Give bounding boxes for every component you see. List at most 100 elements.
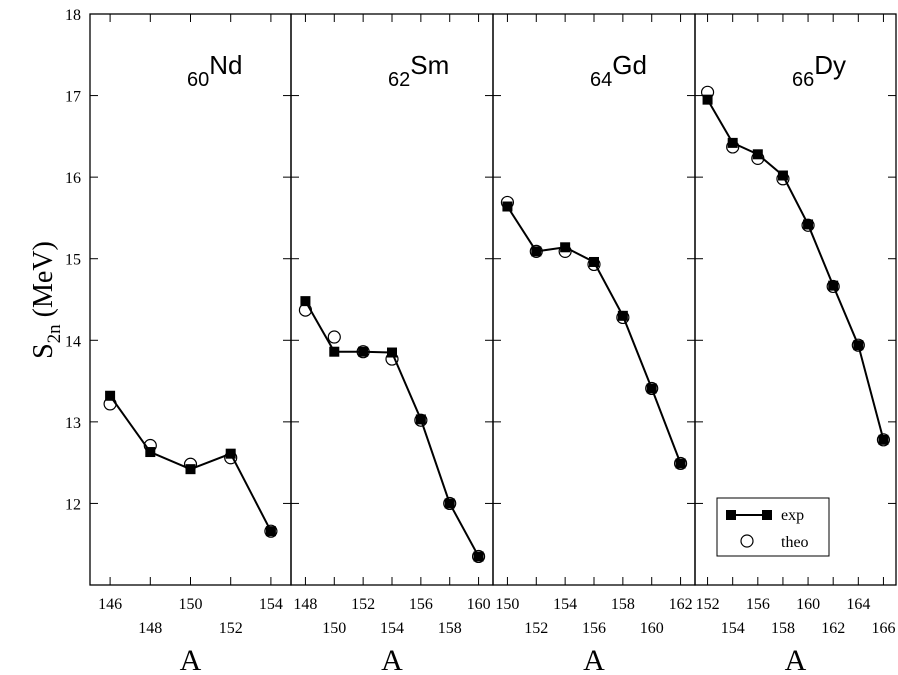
x-tick-label: 152 [351,596,375,613]
legend-theo-marker [740,534,754,548]
theo-point [673,456,688,471]
exp-point [878,434,889,445]
x-tick-label: 148 [138,620,162,637]
panel-frame [694,13,897,586]
panel-frame [492,13,696,586]
legend-box [716,497,830,557]
theo-point [851,338,865,352]
element-label-sub: 64 [590,69,612,91]
y-tick-label: 17 [65,89,81,106]
x-tick-label: 148 [293,596,317,613]
element-label: 62Sm [388,50,449,91]
theo-point [700,85,715,99]
x-tick-label: 154 [380,620,404,637]
exp-point [358,346,369,357]
x-tick-label: 160 [640,620,664,637]
panel-dy: 152 156 160 164 154 158 162 166 A 66Dy [694,13,897,675]
theo-point [645,381,659,396]
element-label-symbol: Nd [209,50,242,80]
panel-nd: 12 13 14 15 16 17 18 146 150 154 148 152 A 60Nd [65,7,292,675]
y-axis-title-unit: (MeV) [28,241,59,324]
exp-point [329,346,340,357]
x-tick-label: 156 [746,596,770,613]
exp-point [617,310,628,321]
element-label-sub: 60 [187,69,209,91]
y-tick-label: 16 [65,170,81,187]
x-tick-label: 154 [259,596,283,613]
y-tick-label: 14 [65,333,81,350]
theo-point [224,451,238,465]
exp-point [853,340,864,351]
legend-theo-label: theo [781,534,809,551]
panel-gd: 150 154 158 162 152 156 160 A 64Gd [492,13,696,675]
y-tick-label: 18 [65,7,81,24]
theo-point [143,438,157,453]
theo-point [558,244,572,258]
element-label-sub: 62 [388,69,410,91]
x-tick-label: 156 [582,620,606,637]
panels-group: 12 13 14 15 16 17 18 146 150 154 148 152 A 60Nd 148 152… [65,7,897,675]
element-label: 66Dy [792,50,846,91]
x-tick-label: 156 [409,596,433,613]
x-tick-label: 158 [438,620,462,637]
element-label-symbol: Gd [612,50,647,80]
x-axis-title: A [583,644,605,675]
element-label: 60Nd [187,50,243,91]
x-tick-label: 154 [553,596,577,613]
theo-point [298,303,313,317]
theo-point [587,257,601,272]
exp-point [828,280,839,291]
theo-point [471,549,486,564]
exp-point [777,170,788,181]
x-tick-label: 152 [219,620,243,637]
x-tick-label: 162 [669,596,693,613]
x-tick-label: 152 [524,620,548,637]
theo-point [500,195,515,210]
exp-point [502,201,513,212]
legend-exp-marker-left [726,510,736,520]
theo-point [443,496,457,511]
theo-point [103,397,117,411]
exp-point [415,414,426,425]
theo-point [776,172,790,186]
exp-point [473,551,484,562]
x-axis-title: A [180,644,202,675]
element-label: 64Gd [590,50,647,91]
panel-sm: 148 152 156 160 150 154 158 A 62Sm [290,13,494,675]
panel-frame [290,13,494,586]
x-tick-label: 146 [98,596,122,613]
element-label-symbol: Dy [814,50,846,80]
y-tick-label: 12 [65,496,81,513]
exp-point [444,498,455,509]
theo-point [414,413,428,427]
exp-point [646,383,657,394]
theo-point [529,244,543,258]
x-axis-title: A [381,644,403,675]
x-tick-label: 158 [771,620,795,637]
exp-point [531,246,542,257]
x-tick-label: 166 [871,620,895,637]
legend-exp-marker-right [762,510,772,520]
y-axis-title-main: S [28,343,59,359]
exp-point [225,448,236,459]
x-tick-label: 150 [495,596,519,613]
exp-point [702,94,713,105]
legend: exp theo [716,497,830,557]
theo-point [183,457,198,471]
exp-point [560,242,571,253]
theo-point [751,151,765,165]
x-tick-label: 162 [821,620,845,637]
x-axis-title: A [785,644,807,675]
x-tick-label: 150 [322,620,346,637]
theo-point [726,140,740,154]
theo-point [801,218,815,232]
exp-series-line [506,205,682,464]
theo-point [385,352,399,366]
x-tick-label: 152 [696,596,720,613]
y-axis-title-sub: 2n [44,324,65,344]
x-tick-label: 160 [467,596,491,613]
x-tick-label: 164 [846,596,870,613]
exp-point [675,458,686,469]
theo-point [264,524,278,538]
